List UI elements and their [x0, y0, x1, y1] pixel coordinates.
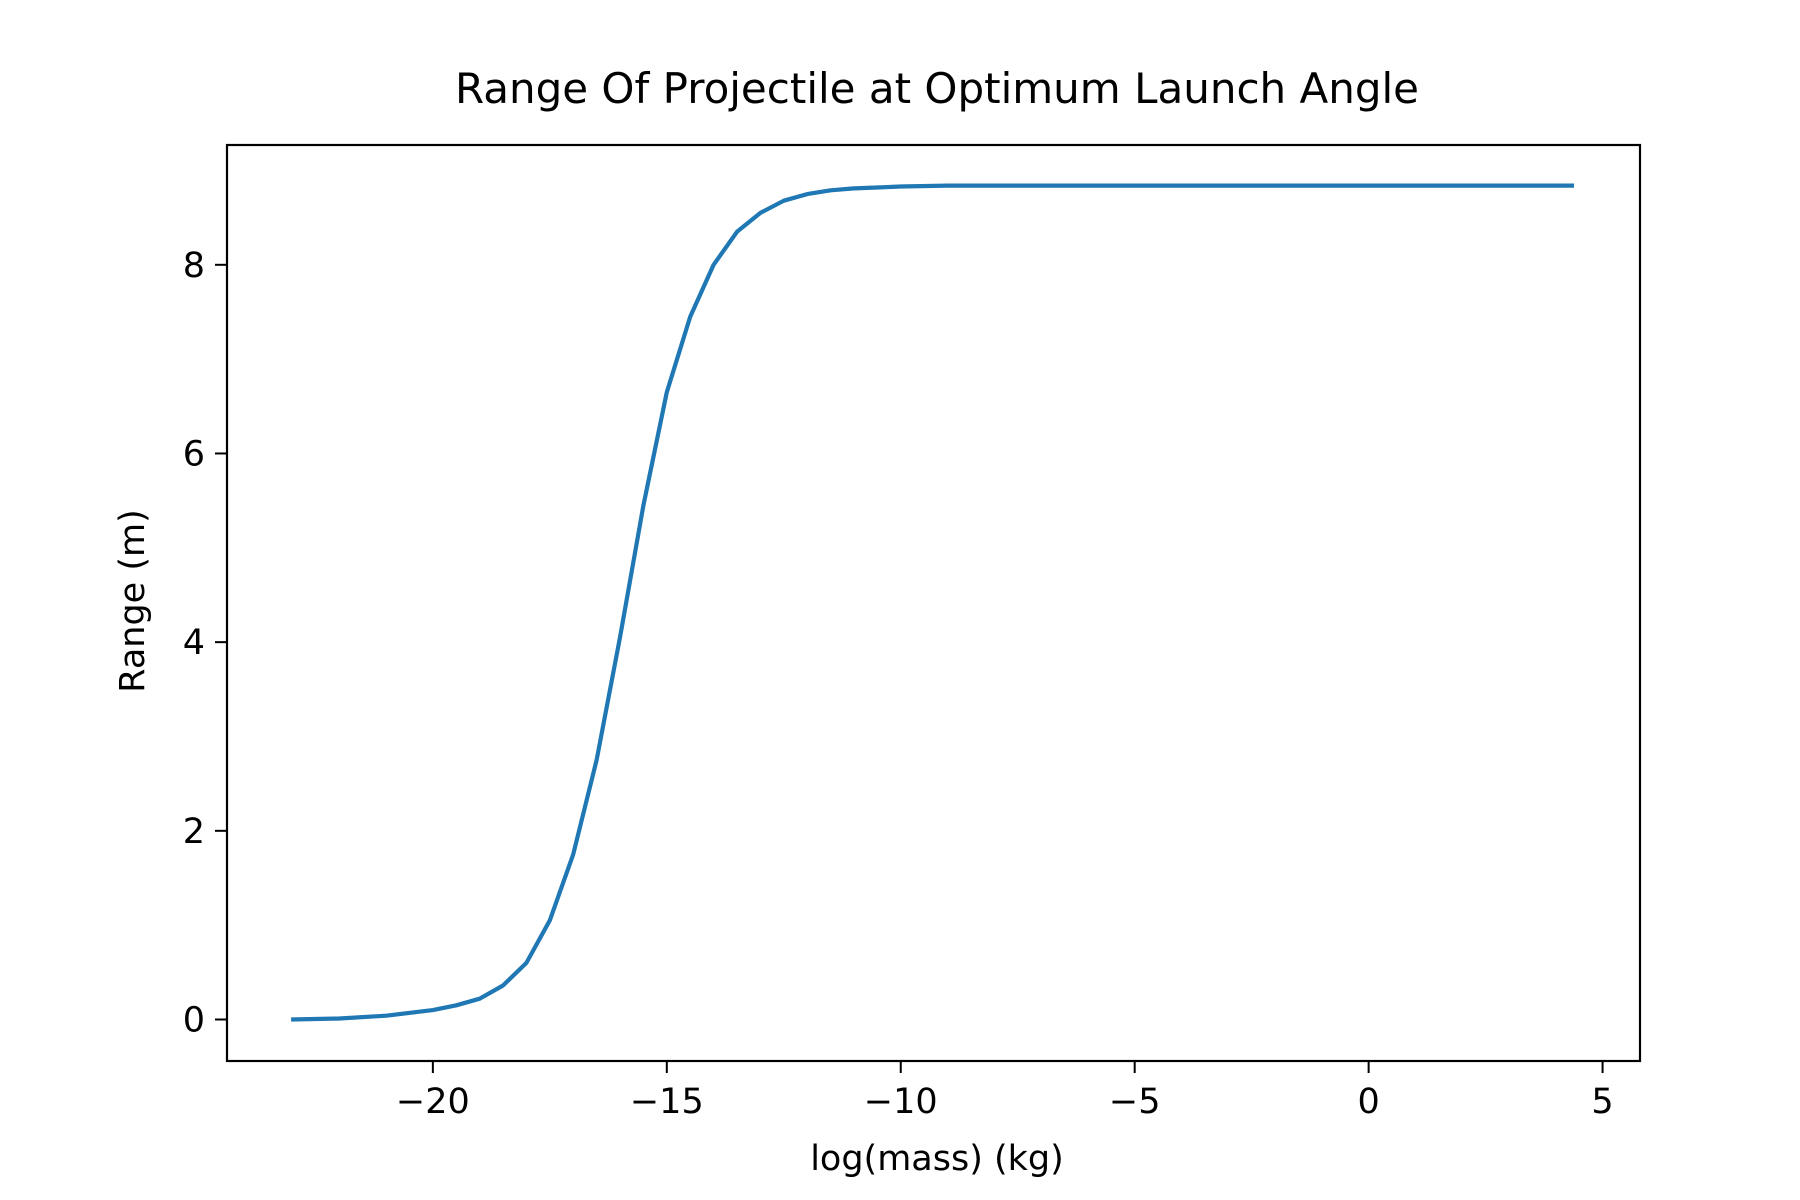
y-tick-label: 0: [183, 1000, 205, 1040]
x-tick-label: −20: [396, 1082, 470, 1122]
x-tick-label: 5: [1591, 1082, 1613, 1122]
x-tick-label: −5: [1109, 1082, 1161, 1122]
axes-frame: [225, 143, 1642, 1063]
plot-area: [291, 183, 1574, 1022]
axes: −20 −15 −10 −5 0 5 0 2 4 6 8: [183, 143, 1642, 1122]
x-tick-label: −15: [630, 1082, 704, 1122]
x-tick-label: 0: [1357, 1082, 1379, 1122]
y-tick-label: 8: [183, 246, 205, 286]
x-tick-label: −10: [864, 1082, 938, 1122]
x-axis-label: log(mass) (kg): [810, 1139, 1064, 1179]
chart-title: Range Of Projectile at Optimum Launch An…: [455, 64, 1419, 113]
series-line-0: [291, 183, 1574, 1022]
y-axis-label: Range (m): [113, 509, 153, 692]
y-tick-label: 2: [183, 812, 205, 852]
y-tick-label: 4: [183, 623, 205, 663]
y-tick-label: 6: [183, 434, 205, 474]
